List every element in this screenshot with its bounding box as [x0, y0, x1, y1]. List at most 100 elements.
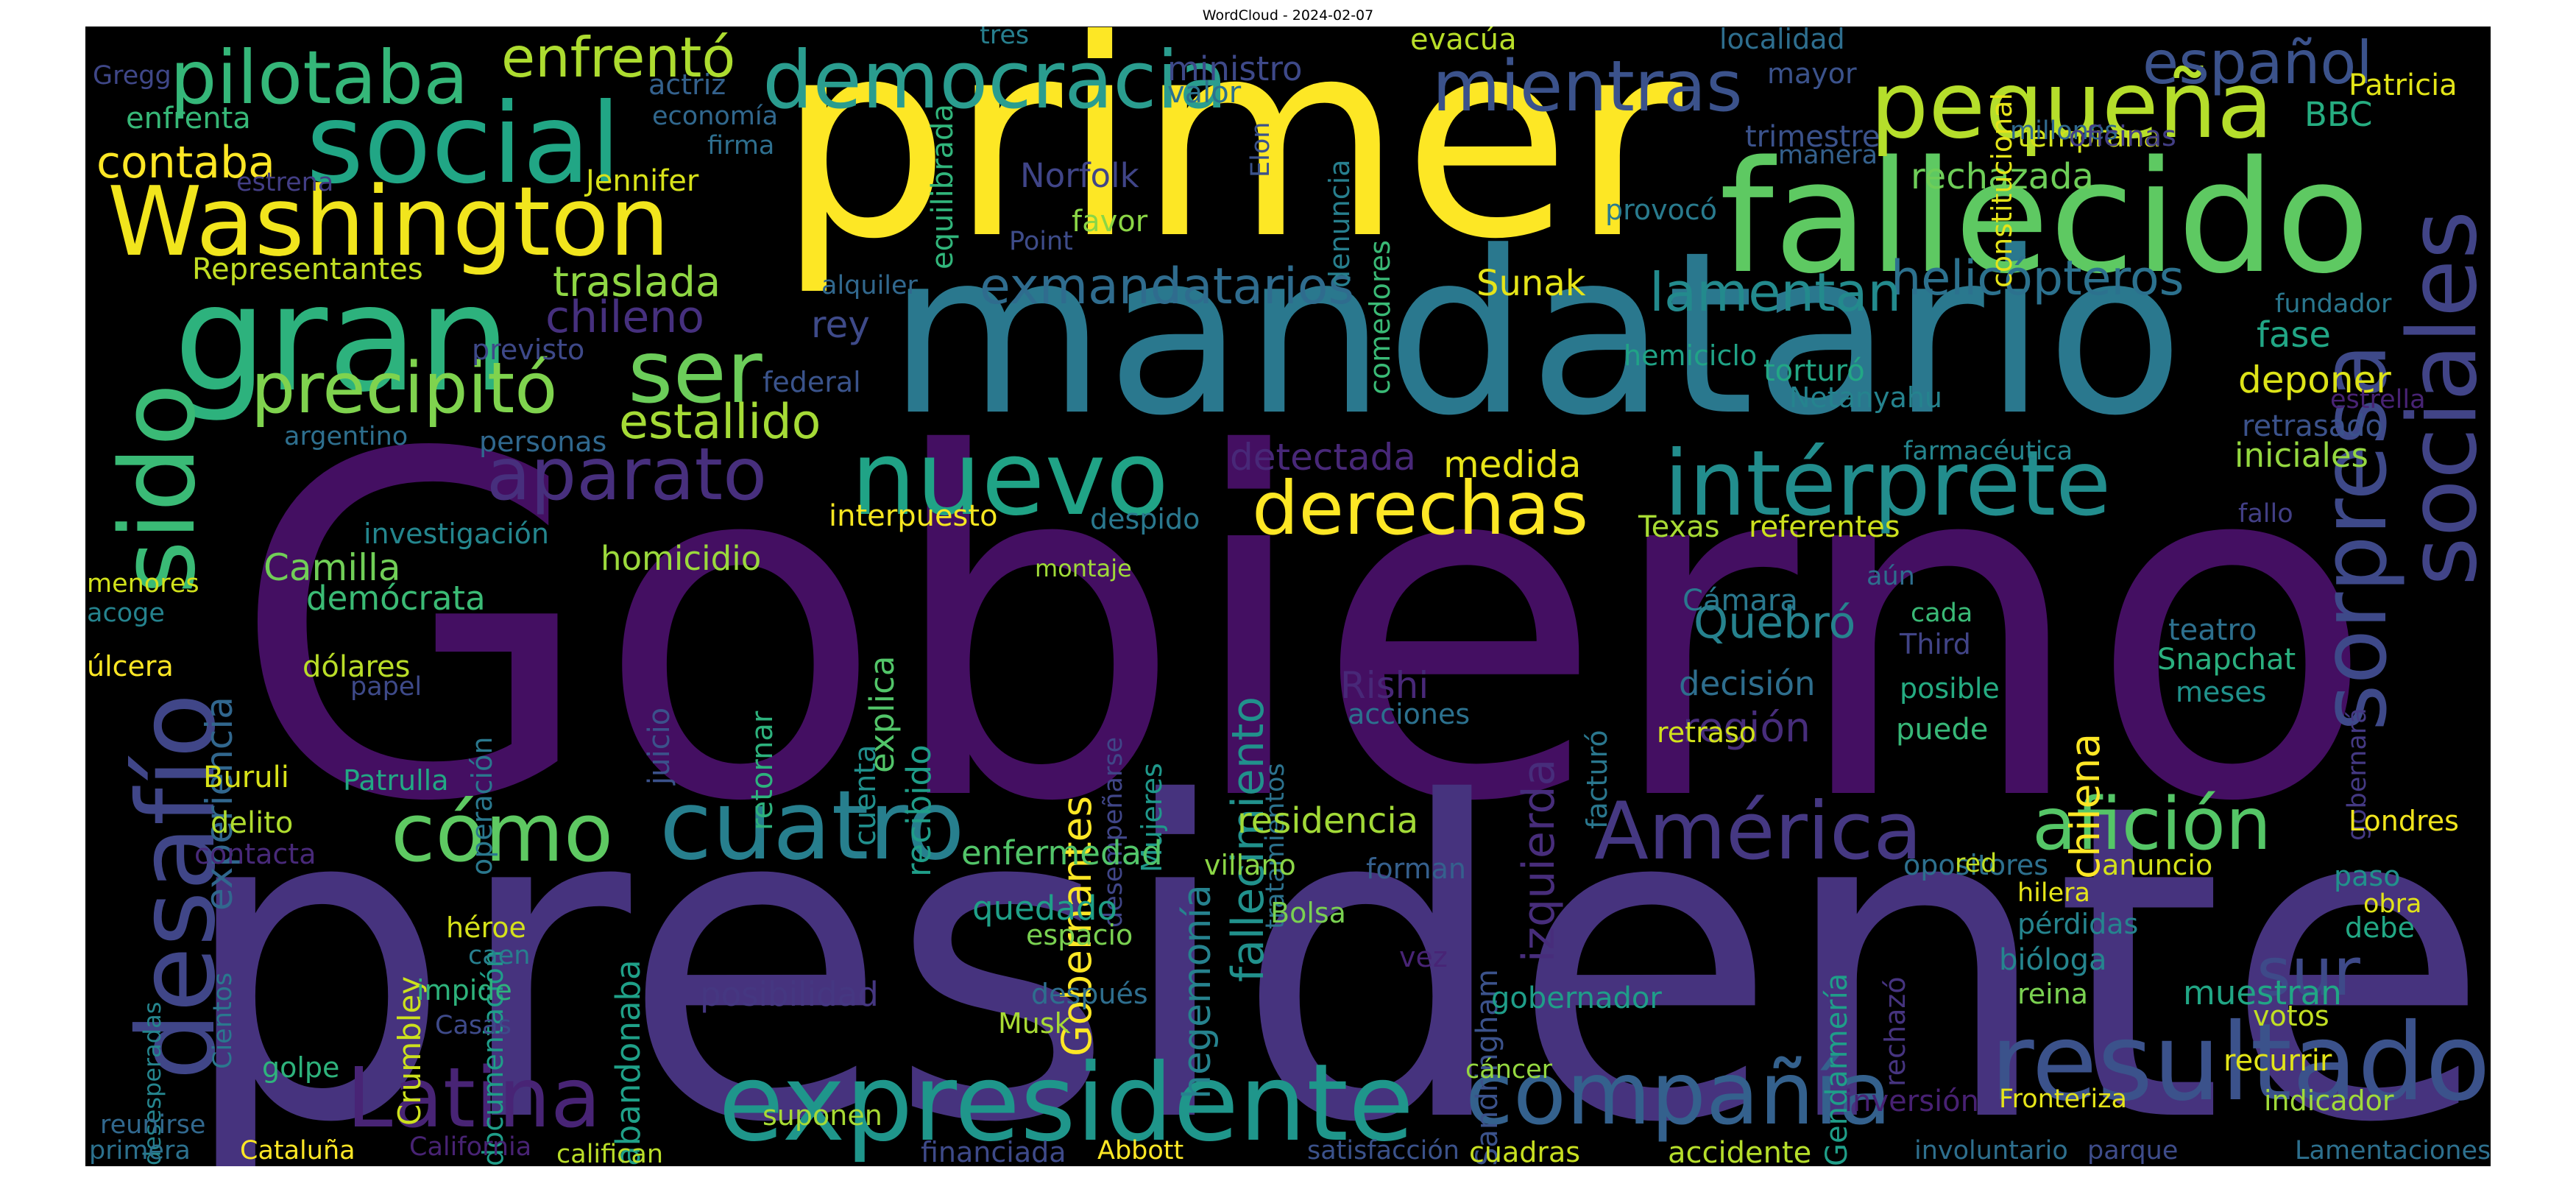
word-derechas: derechas	[1252, 465, 1589, 551]
word-inversion: inversión	[1844, 1084, 1979, 1118]
word-democracia: democracia	[762, 35, 1228, 127]
word-golpe: golpe	[262, 1051, 340, 1084]
word-aun: aún	[1866, 562, 1915, 591]
word-referentes: referentes	[1749, 510, 1900, 544]
word-actriz: actriz	[648, 68, 726, 101]
word-red: red	[1955, 849, 1998, 878]
word-acoge: acoge	[87, 599, 165, 628]
word-third: Third	[1900, 628, 1971, 660]
word-estrella: estrella	[2330, 385, 2426, 415]
word-residencia: residencia	[1237, 800, 1419, 842]
word-acciones: acciones	[1348, 698, 1471, 730]
word-oficinas: oficinas	[2069, 120, 2176, 152]
word-sunak: Sunak	[1476, 263, 1586, 304]
word-experiencia: experiencia	[198, 696, 241, 911]
word-snapchat: Snapchat	[2157, 643, 2296, 677]
word-izquierda: izquierda	[1513, 758, 1565, 962]
word-biologa: bióloga	[1999, 943, 2107, 977]
word-america: América	[1594, 786, 1922, 878]
word-operacion: operación	[466, 736, 498, 875]
word-pequena: pequeña	[1870, 52, 2274, 159]
word-millones: millones	[2010, 116, 2118, 146]
word-accidente: accidente	[1668, 1136, 1812, 1166]
word-facturo: facturó	[1581, 730, 1613, 829]
word-chilena: chilena	[2062, 733, 2109, 879]
word-point: Point	[1009, 227, 1073, 256]
word-como: cómo	[391, 786, 614, 880]
word-temprana: temprana	[2017, 120, 2162, 154]
word-contacta: contacta	[194, 838, 316, 870]
word-evacua: evacúa	[1410, 27, 1517, 57]
word-ser: ser	[628, 321, 762, 423]
word-estallido: estallido	[619, 395, 821, 450]
word-retrasado: retrasado	[2242, 409, 2384, 443]
word-interprete: intérprete	[1664, 431, 2112, 536]
word-favor: favor	[1072, 205, 1148, 239]
word-valor: valor	[1167, 76, 1242, 110]
word-rishi: Rishi	[1340, 664, 1429, 707]
word-camara: Cámara	[1682, 584, 1798, 618]
word-recurrir: recurrir	[2223, 1044, 2332, 1078]
word-obra: obra	[2363, 889, 2422, 919]
word-caen: caen	[468, 941, 531, 970]
word-anuncio: anuncio	[2102, 849, 2213, 881]
word-decision: decisión	[1679, 664, 1816, 703]
word-netanyahu: Netanyahu	[1789, 381, 1943, 414]
word-rechazada: rechazada	[1911, 156, 2094, 197]
word-chileno: chileno	[545, 292, 705, 343]
word-gobernador: gobernador	[1491, 981, 1662, 1015]
word-gregg: Gregg	[93, 61, 171, 91]
word-gobierno: Gobierno	[231, 356, 2377, 904]
word-mandatario: mandatario	[888, 203, 2184, 465]
word-contaba: contaba	[96, 137, 275, 188]
word-cuatro: cuatro	[659, 769, 965, 881]
word-precipito: precipitó	[251, 348, 558, 429]
word-firma: firma	[707, 131, 775, 161]
word-interpuesto: interpuesto	[829, 499, 998, 533]
word-tres: tres	[980, 27, 1030, 50]
word-economia: economía	[652, 102, 779, 131]
word-texas: Texas	[1638, 510, 1720, 544]
word-gendarmeria: Gendarmería	[1820, 973, 1854, 1166]
word-fronteriza: Fronteriza	[1999, 1084, 2127, 1114]
word-londres: Londres	[2349, 805, 2459, 837]
word-federal: federal	[762, 366, 861, 398]
word-aparato: aparato	[486, 433, 768, 517]
word-presidente: presidente	[177, 712, 2491, 1167]
word-primer: primer	[777, 27, 1682, 299]
word-posibilidad: posibilidad	[700, 975, 879, 1014]
word-despido: despido	[1090, 503, 1200, 535]
word-cancer: cáncer	[1465, 1055, 1553, 1084]
word-region: región	[1682, 704, 1811, 751]
word-elon: Elon	[1246, 121, 1275, 177]
word-musk: Musk	[998, 1007, 1071, 1040]
word-previsto: previsto	[472, 334, 585, 366]
word-villano: villano	[1204, 849, 1296, 881]
word-posible: posible	[1900, 672, 2000, 705]
word-cataluna: Cataluña	[240, 1136, 355, 1165]
word-ministro: ministro	[1167, 49, 1303, 88]
word-despues: después	[1031, 978, 1148, 1010]
word-fallecido: fallecido	[1719, 127, 2371, 308]
word-suponen: suponen	[762, 1099, 882, 1132]
word-social: social	[306, 80, 621, 208]
chart-title: WordCloud - 2024-02-07	[1202, 7, 1374, 24]
word-rechazo: rechazó	[1879, 976, 1911, 1087]
word-meses: meses	[2176, 676, 2267, 708]
word-quedado: quedado	[972, 889, 1118, 928]
word-mayor: mayor	[1767, 57, 1857, 90]
word-involuntario: involuntario	[1914, 1136, 2068, 1165]
word-dolares: dólares	[302, 650, 411, 684]
word-opositores: opositores	[1903, 849, 2049, 881]
word-perdidas: pérdidas	[2017, 908, 2139, 940]
word-torturo: torturó	[1763, 354, 1865, 388]
word-hegemonia: hegemonía	[1175, 884, 1220, 1099]
word-muestran: muestran	[2183, 973, 2342, 1012]
word-heroe: héroe	[446, 911, 526, 944]
word-bolsa: Bolsa	[1270, 897, 1346, 929]
word-fundador: fundador	[2275, 289, 2392, 319]
word-debe: debe	[2345, 911, 2415, 944]
word-votos: votos	[2253, 1000, 2329, 1032]
word-democrata: demócrata	[306, 579, 486, 618]
word-cientos: Cientos	[208, 972, 238, 1069]
